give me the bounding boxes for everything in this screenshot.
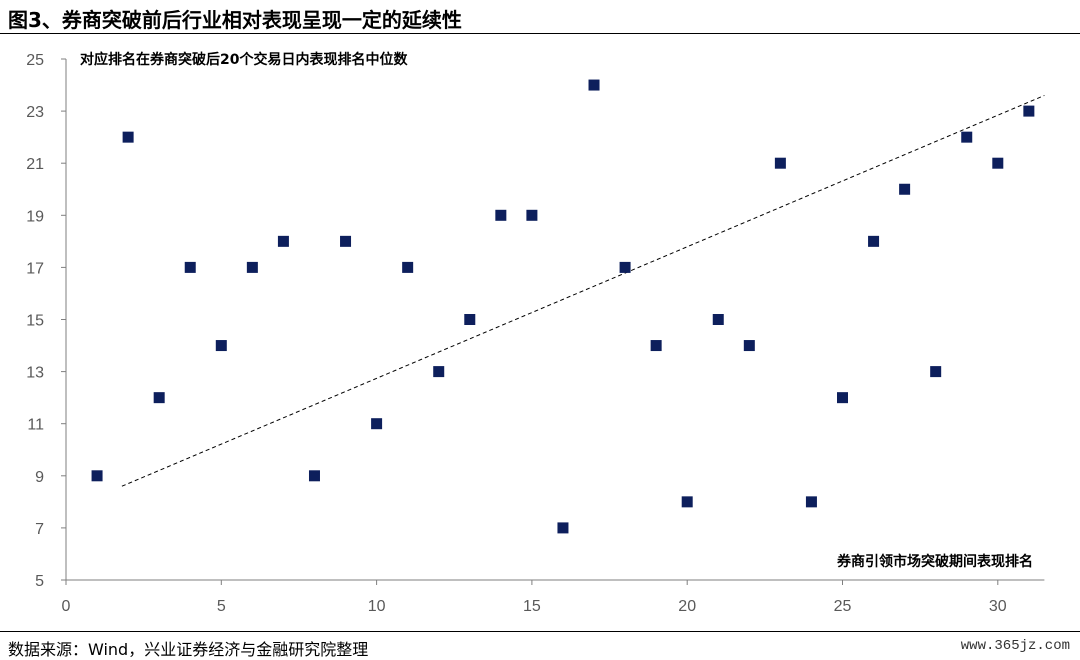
data-point: [619, 261, 631, 273]
data-point: [961, 131, 973, 143]
source-note: 数据来源：Wind，兴业证券经济与金融研究院整理: [8, 640, 369, 659]
y-tick-label: 25: [26, 52, 44, 69]
trendline-group: [121, 95, 1045, 487]
figure-title: 图3、券商突破前后行业相对表现呈现一定的延续性: [8, 8, 462, 32]
top-rule: [0, 33, 1080, 34]
y-tick-label: 21: [26, 156, 44, 173]
data-point: [464, 314, 476, 325]
y-tick-label: 17: [26, 260, 44, 277]
x-tick-label: 5: [217, 598, 226, 615]
data-point: [402, 261, 414, 273]
tick-labels: 5 7 9 11 13 15 17 19 21 23 25 0 5 10 15 20 25 30: [26, 52, 1007, 615]
data-point: [681, 496, 693, 508]
data-point: [837, 392, 848, 404]
data-point: [91, 470, 103, 482]
data-point: [184, 261, 196, 273]
y-axis-label: 对应排名在券商突破后20个交易日内表现排名中位数: [80, 51, 408, 68]
data-point: [246, 261, 258, 273]
y-tick-label: 13: [26, 365, 44, 382]
y-tick-label: 15: [26, 313, 44, 330]
data-point: [743, 340, 755, 352]
data-point: [557, 522, 569, 534]
data-point: [868, 235, 880, 247]
data-point: [805, 496, 817, 508]
data-point: [774, 157, 786, 169]
scatter-chart: 5 7 9 11 13 15 17 19 21 23 25 0 5 10 15 20 25 30 对应排名在券商突…: [26, 51, 1045, 615]
data-point: [930, 366, 942, 378]
data-point: [650, 340, 662, 352]
y-tick-label: 5: [35, 573, 44, 590]
data-point: [371, 418, 383, 430]
y-tick-label: 7: [35, 521, 44, 538]
data-point: [899, 183, 911, 195]
y-tick-label: 19: [26, 208, 44, 225]
data-point: [712, 314, 724, 325]
x-tick-label: 25: [834, 598, 852, 615]
data-point: [992, 157, 1004, 169]
x-tick-label: 15: [523, 598, 541, 615]
watermark: www.365jz.com: [960, 638, 1070, 654]
data-point: [588, 79, 600, 91]
x-tick-label: 30: [989, 598, 1007, 615]
data-point: [433, 366, 445, 378]
y-tick-label: 23: [26, 104, 44, 121]
data-point: [308, 470, 320, 482]
data-point: [215, 340, 227, 352]
data-point: [277, 235, 289, 247]
y-tick-label: 11: [27, 417, 44, 434]
data-point: [1023, 105, 1035, 117]
data-point: [526, 209, 538, 221]
x-tick-label: 20: [678, 598, 696, 615]
data-point: [153, 392, 165, 404]
bottom-rule: [0, 631, 1080, 632]
data-points: [91, 79, 1035, 534]
axes: [61, 58, 1045, 585]
data-point: [495, 209, 507, 221]
trendline: [121, 95, 1045, 487]
y-tick-label: 9: [35, 469, 44, 486]
data-point: [122, 131, 134, 143]
x-tick-label: 10: [368, 598, 386, 615]
x-axis-label: 券商引领市场突破期间表现排名: [837, 553, 1033, 570]
data-point: [340, 235, 352, 247]
x-tick-label: 0: [62, 598, 71, 615]
